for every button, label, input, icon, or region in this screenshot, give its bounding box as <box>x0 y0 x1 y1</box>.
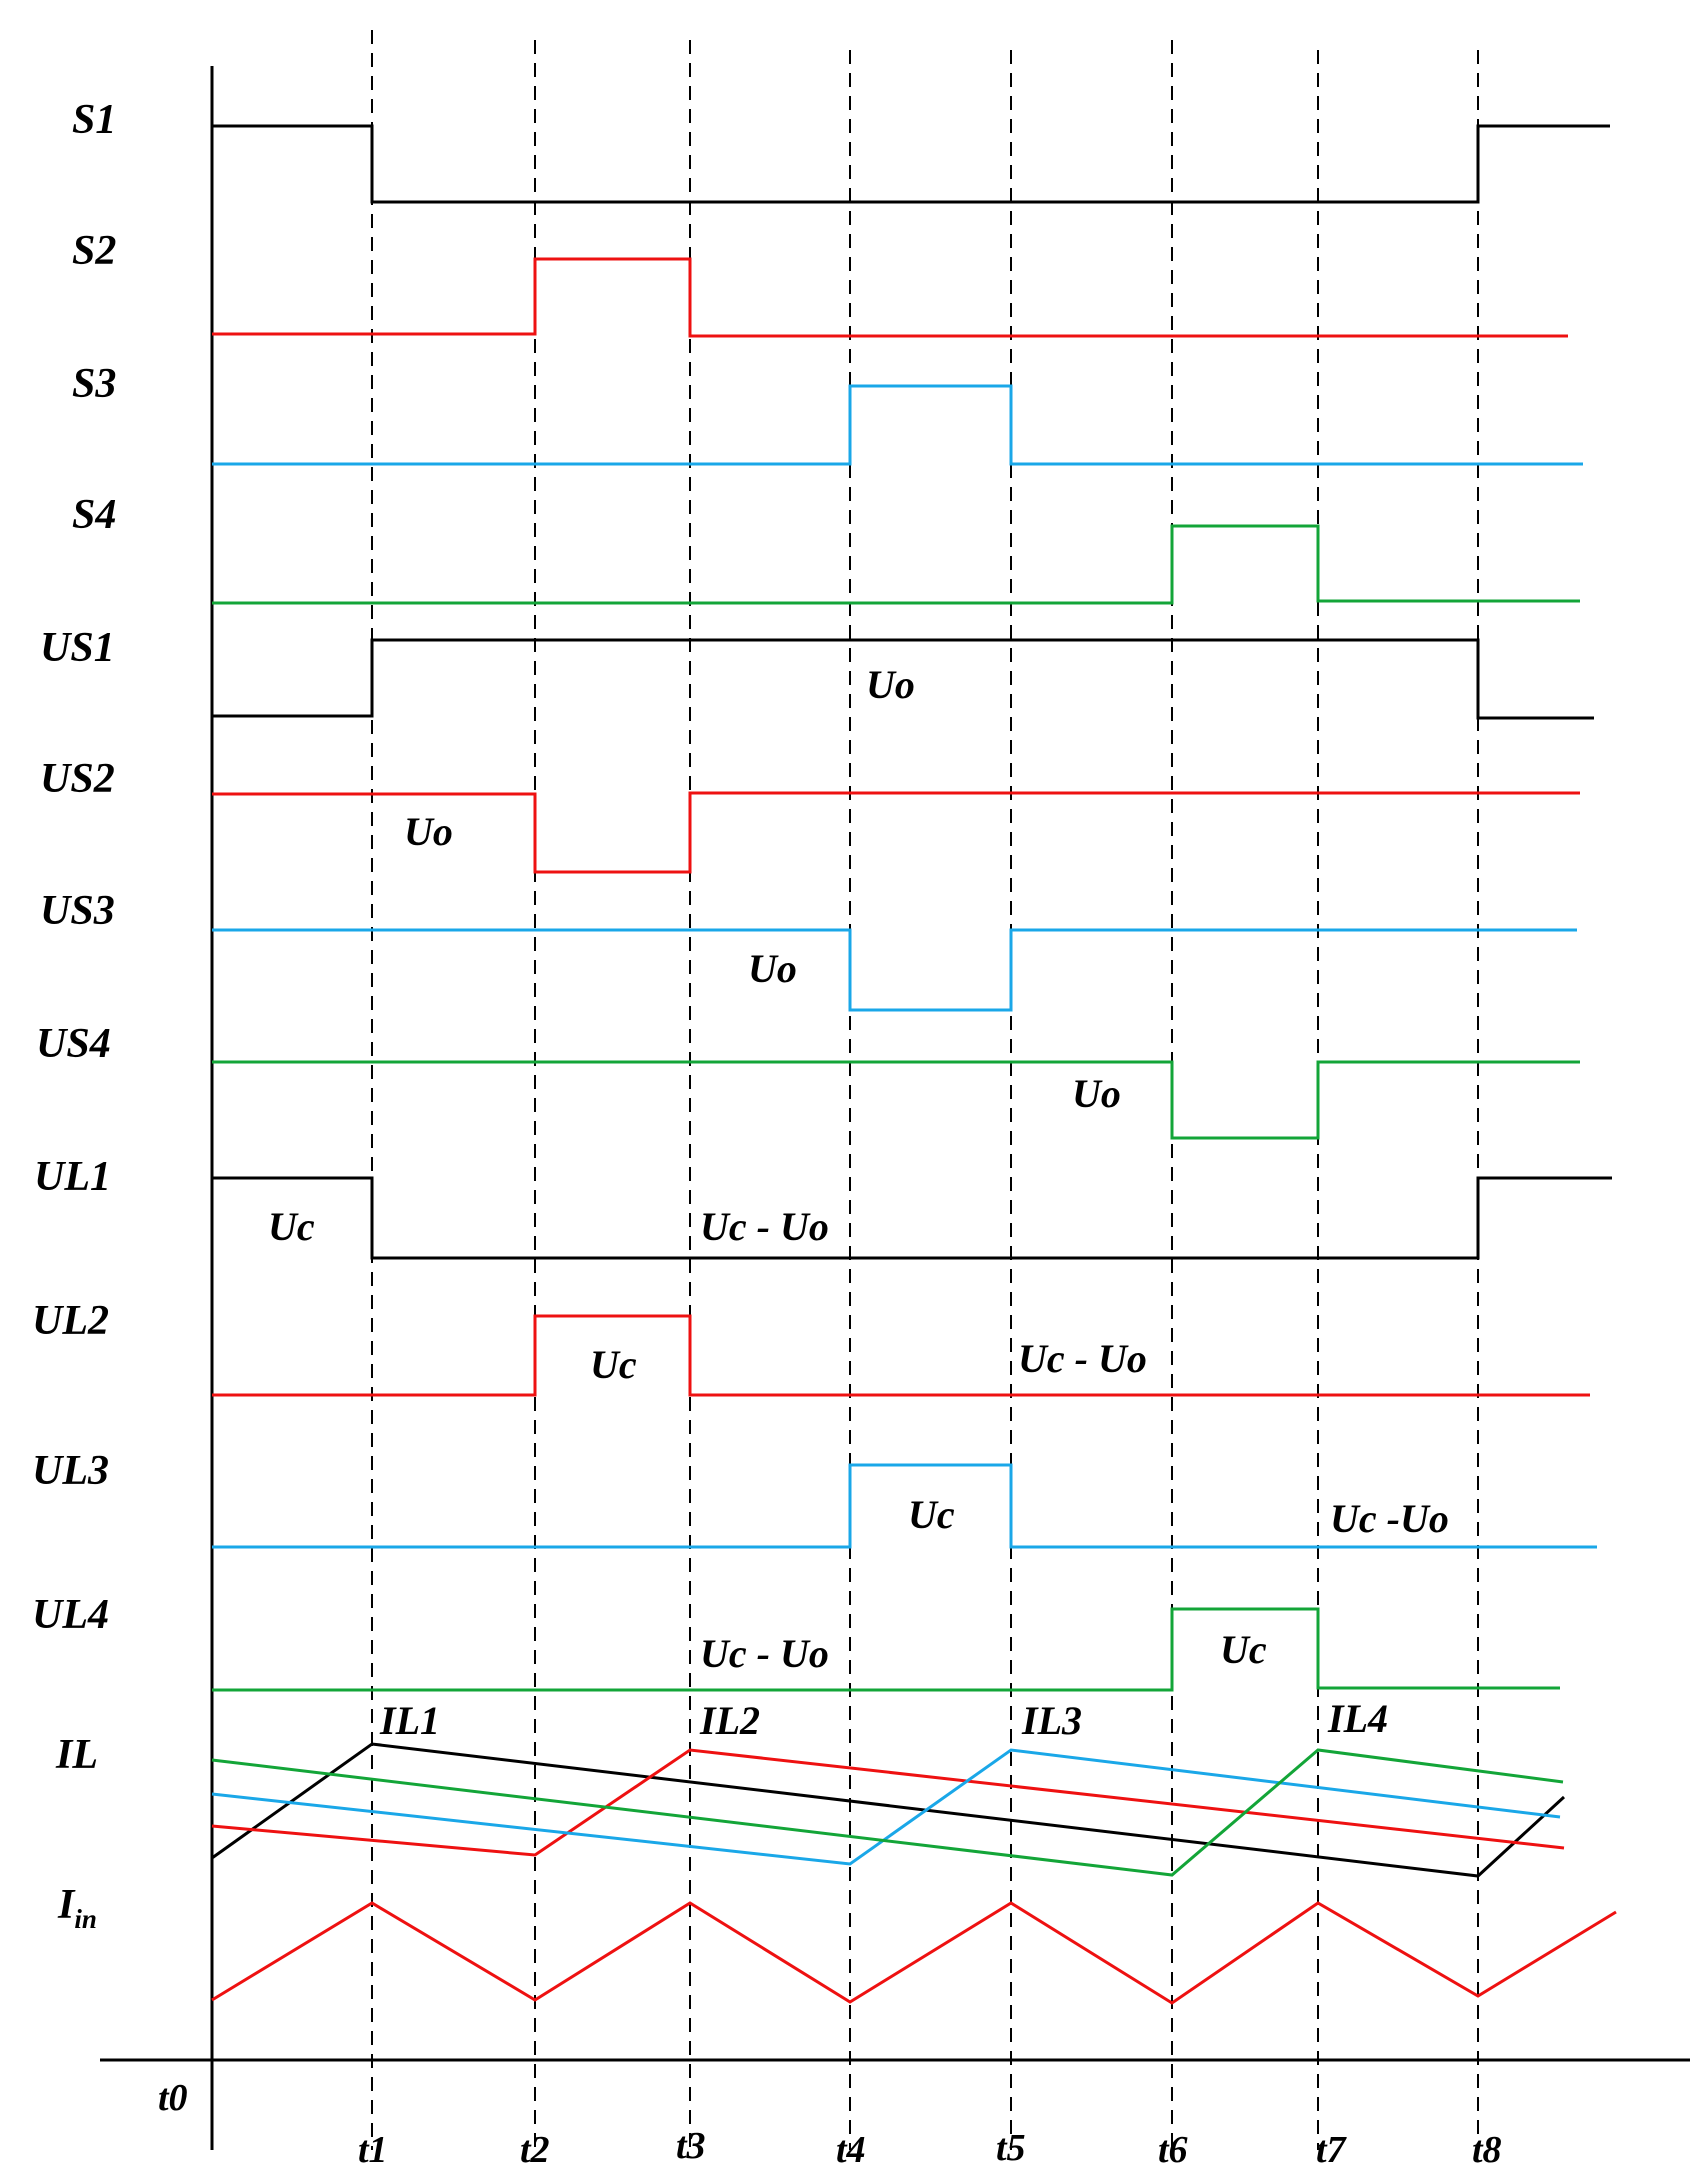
annotation-il3: IL3 <box>1021 1698 1082 1743</box>
annotations: Uo Uo Uo Uo Uc Uc - Uo Uc Uc - Uo Uc Uc … <box>268 662 1449 1743</box>
annotation-ul3-uc: Uc <box>908 1492 955 1537</box>
time-label-t2: t2 <box>520 2129 550 2171</box>
wave-s4 <box>212 524 1580 605</box>
wave-il1 <box>211 1742 1566 1878</box>
annotation-il1: IL1 <box>379 1698 440 1743</box>
row-label-ul2: UL2 <box>32 1298 109 1344</box>
time-label-t4: t4 <box>836 2129 866 2171</box>
row-label-ul3: UL3 <box>32 1448 109 1494</box>
annotation-ul2-uc: Uc <box>590 1342 637 1387</box>
time-labels: t0 t1 t2 t3 t4 t5 t6 t7 t8 <box>158 2077 1502 2171</box>
row-label-s2: S2 <box>72 228 116 274</box>
annotation-us4: Uo <box>1072 1071 1121 1116</box>
time-label-t3: t3 <box>676 2125 706 2167</box>
wave-il4 <box>211 1748 1564 1877</box>
row-label-s4: S4 <box>72 492 116 538</box>
wave-us1 <box>212 638 1594 720</box>
annotation-ul3-ucuo: Uc -Uo <box>1330 1496 1449 1541</box>
row-label-il: IL <box>55 1732 98 1778</box>
row-label-us1: US1 <box>40 625 115 671</box>
row-label-us4: US4 <box>36 1021 111 1067</box>
wave-ul2 <box>212 1314 1590 1397</box>
wave-us3 <box>212 928 1577 1012</box>
annotation-ul4-uc: Uc <box>1220 1627 1267 1672</box>
annotation-il4: IL4 <box>1327 1696 1388 1741</box>
time-label-t0: t0 <box>158 2077 188 2119</box>
time-label-t1: t1 <box>358 2129 388 2171</box>
time-label-t6: t6 <box>1158 2129 1188 2171</box>
wave-s3 <box>212 384 1583 466</box>
annotation-us1: Uo <box>866 662 915 707</box>
annotation-ul1-uc: Uc <box>268 1204 315 1249</box>
row-labels: S1 S2 S3 S4 US1 US2 US3 US4 UL1 UL2 UL3 … <box>32 97 116 1934</box>
row-label-us3: US3 <box>40 888 115 934</box>
annotation-us2: Uo <box>404 809 453 854</box>
wave-s1 <box>212 124 1610 204</box>
annotation-ul1-ucuo: Uc - Uo <box>700 1204 829 1249</box>
row-label-ul4: UL4 <box>32 1592 109 1638</box>
annotation-us3: Uo <box>748 946 797 991</box>
wave-ul3 <box>212 1463 1597 1549</box>
annotation-ul4-ucuo: Uc - Uo <box>700 1631 829 1676</box>
wave-ul4 <box>212 1607 1560 1692</box>
time-markers <box>371 30 1479 2150</box>
wave-iin <box>211 1901 1617 2005</box>
wave-il3 <box>211 1748 1561 1866</box>
row-label-iin: Iin <box>57 1882 97 1934</box>
time-label-t8: t8 <box>1472 2129 1502 2171</box>
annotation-il2: IL2 <box>699 1698 760 1743</box>
time-label-t5: t5 <box>996 2127 1026 2169</box>
row-label-us2: US2 <box>40 756 115 802</box>
time-label-t7: t7 <box>1316 2129 1348 2171</box>
wave-s2 <box>212 257 1568 338</box>
wave-il2 <box>211 1748 1565 1857</box>
wave-ul1 <box>212 1176 1612 1260</box>
annotation-ul2-ucuo: Uc - Uo <box>1018 1336 1147 1381</box>
row-label-s3: S3 <box>72 361 116 407</box>
wave-us2 <box>212 791 1580 874</box>
row-label-s1: S1 <box>72 97 116 143</box>
wave-us4 <box>212 1060 1580 1140</box>
row-label-ul1: UL1 <box>34 1154 111 1200</box>
